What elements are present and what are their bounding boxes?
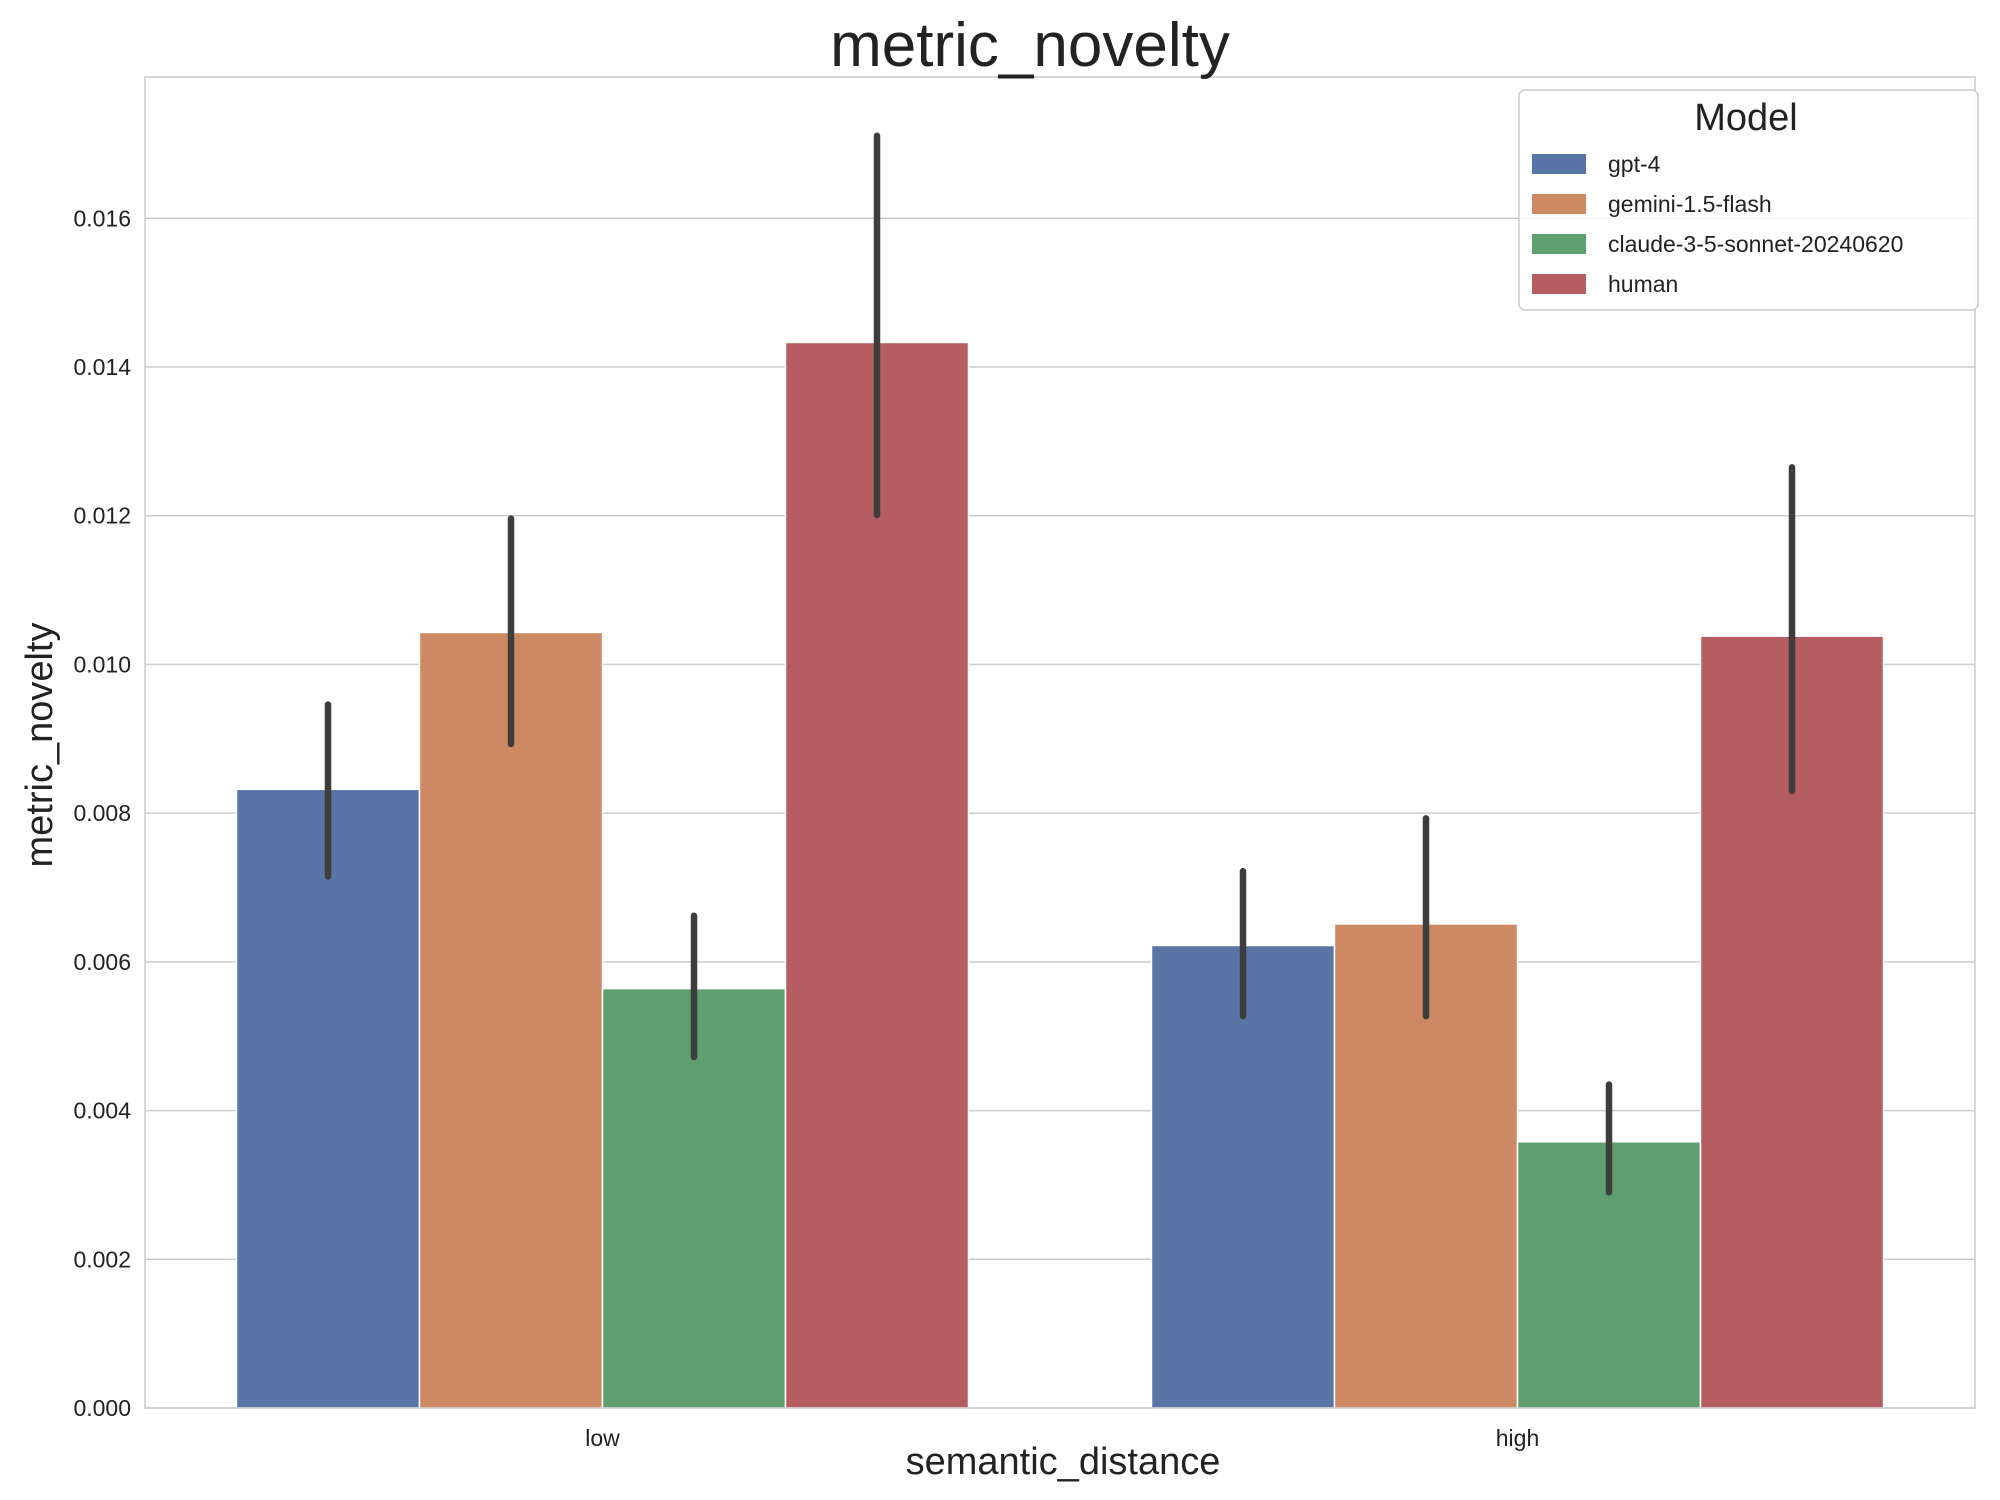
legend-label: gemini-1.5-flash: [1608, 191, 1772, 217]
legend-title: Model: [1694, 97, 1798, 139]
error-bars: [324, 132, 1796, 1196]
legend-label: claude-3-5-sonnet-20240620: [1608, 231, 1903, 257]
y-tick-label: 0.010: [73, 651, 131, 677]
legend: Model gpt-4 gemini-1.5-flash claude-3-5-so…: [1518, 89, 1979, 311]
bars: [235, 341, 1885, 1409]
chart-title: metric_novelty: [830, 11, 1230, 80]
y-tick-label: 0.016: [73, 205, 131, 231]
legend-swatch: [1532, 274, 1586, 294]
legend-swatch: [1532, 154, 1586, 174]
legend-label: human: [1608, 271, 1678, 297]
bar: [235, 788, 421, 1409]
legend-label: gpt-4: [1608, 151, 1661, 177]
bar: [784, 341, 970, 1409]
y-tick-label: 0.014: [73, 354, 131, 380]
y-tick-labels: 0.000 0.002 0.004 0.006 0.008 0.010 0.012 0.014…: [73, 205, 131, 1421]
bar: [418, 631, 604, 1409]
y-axis-label: metric_novelty: [19, 623, 61, 868]
legend-items: gpt-4 gemini-1.5-flash claude-3-5-sonnet-2…: [1532, 151, 1903, 297]
y-tick-label: 0.002: [73, 1246, 131, 1272]
legend-swatch: [1532, 234, 1586, 254]
x-axis-label: semantic_distance: [906, 1441, 1221, 1483]
plot-frame: [144, 76, 1976, 1409]
x-tick-label: high: [1496, 1425, 1539, 1451]
legend-box: [1518, 89, 1979, 311]
y-tick-label: 0.008: [73, 800, 131, 826]
y-tick-label: 0.000: [73, 1395, 131, 1421]
legend-swatch: [1532, 194, 1586, 214]
x-tick-labels: low high: [585, 1425, 1539, 1451]
y-tick-label: 0.006: [73, 949, 131, 975]
x-tick-label: low: [585, 1425, 620, 1451]
y-tick-label: 0.012: [73, 503, 131, 529]
y-tick-label: 0.004: [73, 1098, 131, 1124]
